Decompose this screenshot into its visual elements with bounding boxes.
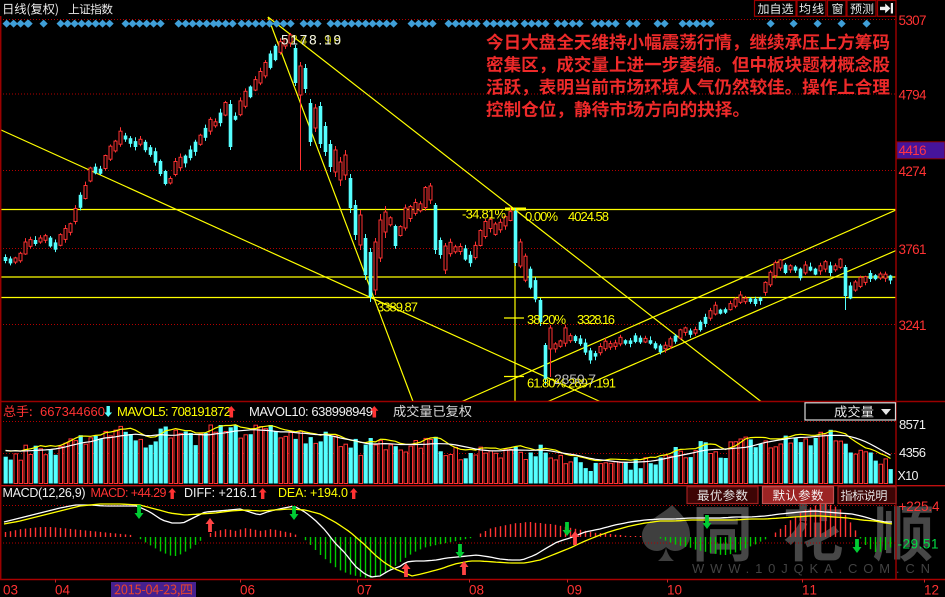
svg-text:09: 09 xyxy=(567,583,582,597)
svg-text:08: 08 xyxy=(469,583,484,597)
svg-text:38.20%: 38.20% xyxy=(527,312,566,327)
svg-text:MACD: +44.29: MACD: +44.29 xyxy=(91,486,167,500)
svg-text:MAVOL5: 708191872: MAVOL5: 708191872 xyxy=(117,404,231,419)
svg-text:07: 07 xyxy=(357,583,372,597)
svg-text:4274: 4274 xyxy=(899,164,927,179)
svg-text:3241: 3241 xyxy=(899,318,927,333)
svg-text:667344660: 667344660 xyxy=(40,404,105,419)
svg-text:MAVOL10: 638998949: MAVOL10: 638998949 xyxy=(249,404,373,419)
svg-text:06: 06 xyxy=(240,583,255,597)
svg-text:DEA: +194.0: DEA: +194.0 xyxy=(278,486,348,500)
svg-text:0.00%: 0.00% xyxy=(525,209,558,224)
svg-text:03: 03 xyxy=(3,583,18,597)
svg-text:4024.58: 4024.58 xyxy=(568,209,609,224)
svg-text:4356: 4356 xyxy=(899,445,926,460)
svg-text:3328.16: 3328.16 xyxy=(577,312,615,327)
svg-text:2897.191: 2897.191 xyxy=(568,376,616,391)
svg-text:4416: 4416 xyxy=(899,143,927,158)
svg-text:10: 10 xyxy=(667,583,682,597)
svg-text:5243.96: 5243.96 xyxy=(281,33,341,48)
svg-text:2850.7: 2850.7 xyxy=(554,371,596,387)
svg-text:8571: 8571 xyxy=(899,417,926,432)
svg-text:12: 12 xyxy=(924,583,939,597)
svg-text:3389.87: 3389.87 xyxy=(377,300,418,315)
svg-text:MACD(12,26,9): MACD(12,26,9) xyxy=(3,486,86,500)
svg-text:3761: 3761 xyxy=(899,242,927,257)
svg-text:-29.51: -29.51 xyxy=(898,537,939,552)
svg-text:4794: 4794 xyxy=(899,88,927,103)
svg-text:61.80%: 61.80% xyxy=(527,376,566,391)
svg-text:X10: X10 xyxy=(898,469,919,483)
svg-text:04: 04 xyxy=(55,583,70,597)
svg-text:DIFF: +216.1: DIFF: +216.1 xyxy=(184,486,257,500)
svg-text:-34.81%: -34.81% xyxy=(462,207,506,222)
svg-text:+225.4: +225.4 xyxy=(899,499,940,514)
svg-text:5178.19: 5178.19 xyxy=(281,33,341,48)
svg-text:5307: 5307 xyxy=(899,13,927,28)
svg-text:11: 11 xyxy=(802,583,817,597)
